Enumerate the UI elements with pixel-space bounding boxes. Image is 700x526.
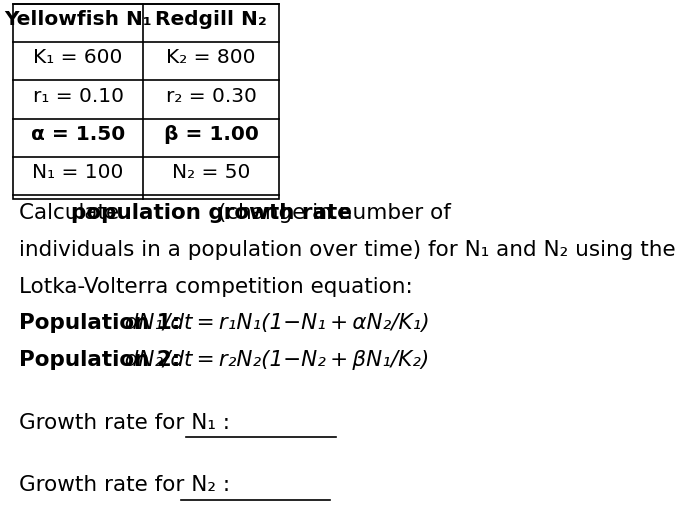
Text: K₁ = 600: K₁ = 600 — [34, 48, 123, 67]
Text: individuals in a population over time) for N₁ and N₂ using the: individuals in a population over time) f… — [19, 240, 675, 260]
Text: Population 1:: Population 1: — [19, 313, 180, 333]
Text: population growth rate: population growth rate — [71, 203, 351, 224]
Text: α = 1.50: α = 1.50 — [31, 125, 125, 144]
Text: Growth rate for N₁ :: Growth rate for N₁ : — [19, 412, 230, 432]
Text: N₁ = 100: N₁ = 100 — [32, 163, 124, 182]
Text: β = 1.00: β = 1.00 — [164, 125, 259, 144]
Text: r₂ = 0.30: r₂ = 0.30 — [166, 87, 257, 106]
Text: Yellowfish N₁: Yellowfish N₁ — [4, 10, 152, 29]
Text: K₂ = 800: K₂ = 800 — [167, 48, 256, 67]
Text: (change in number of: (change in number of — [211, 203, 451, 224]
Text: N₂ = 50: N₂ = 50 — [172, 163, 251, 182]
Text: Growth rate for N₂ :: Growth rate for N₂ : — [19, 476, 230, 495]
Text: Population 2:: Population 2: — [19, 350, 180, 370]
Text: Redgill N₂: Redgill N₂ — [155, 10, 267, 29]
Text: r₁ = 0.10: r₁ = 0.10 — [33, 87, 124, 106]
Text: Calculate: Calculate — [19, 203, 126, 224]
Text: dN₂/dt = r₂N₂(1−N₂ + βN₁/K₂): dN₂/dt = r₂N₂(1−N₂ + βN₁/K₂) — [111, 350, 429, 370]
Text: dN₁/dt = r₁N₁(1−N₁ + αN₂/K₁): dN₁/dt = r₁N₁(1−N₁ + αN₂/K₁) — [111, 313, 430, 333]
Text: Lotka-Volterra competition equation:: Lotka-Volterra competition equation: — [19, 277, 412, 297]
Bar — [13, 4, 279, 199]
